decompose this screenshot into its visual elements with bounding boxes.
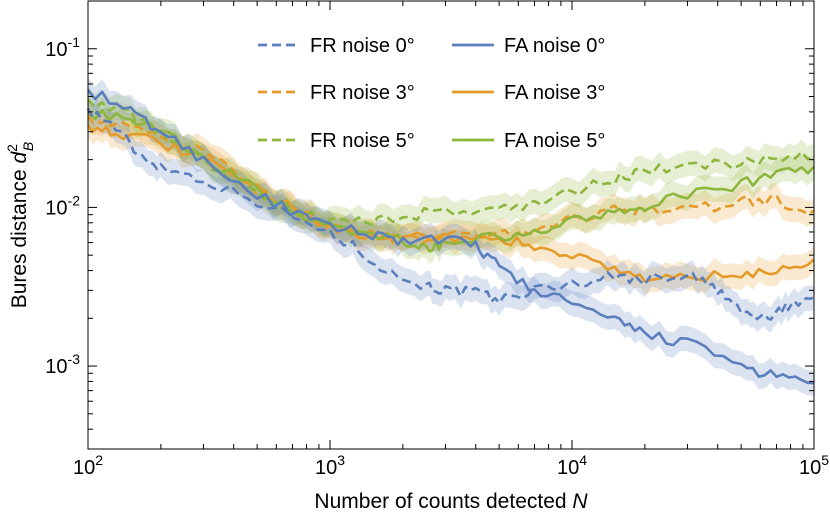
- legend: FR noise 0° FA noise 0° FR noise 3° FA nois…: [258, 35, 605, 152]
- confidence-band-orange-fr: [88, 102, 814, 256]
- legend-label: FR noise 5°: [310, 130, 415, 152]
- legend-label: FA noise 0°: [504, 35, 605, 57]
- series-lines: [86, 89, 815, 385]
- series-line-blue-fr: [86, 107, 815, 321]
- legend-label: FA noise 3°: [504, 82, 605, 104]
- axis-ticks: 102 103 104 105 10-3 10-2 10-1: [45, 0, 829, 479]
- legend-label: FR noise 0°: [310, 35, 415, 57]
- x-tick-label: 102: [73, 452, 103, 479]
- x-tick-label: 104: [557, 452, 587, 479]
- y-axis-label: Bures distance d2B: [4, 142, 36, 309]
- y-tick-label: 10-1: [45, 34, 80, 61]
- y-tick-label: 10-3: [45, 351, 80, 378]
- y-tick-label: 10-2: [45, 192, 80, 219]
- legend-label: FA noise 5°: [504, 130, 605, 152]
- x-tick-label: 105: [799, 452, 829, 479]
- x-axis-label: Number of counts detected N: [314, 490, 588, 513]
- legend-label: FR noise 3°: [310, 82, 415, 104]
- plot-frame: [87, 0, 815, 450]
- x-tick-label: 103: [315, 452, 345, 479]
- series-line-blue-fa: [86, 89, 815, 385]
